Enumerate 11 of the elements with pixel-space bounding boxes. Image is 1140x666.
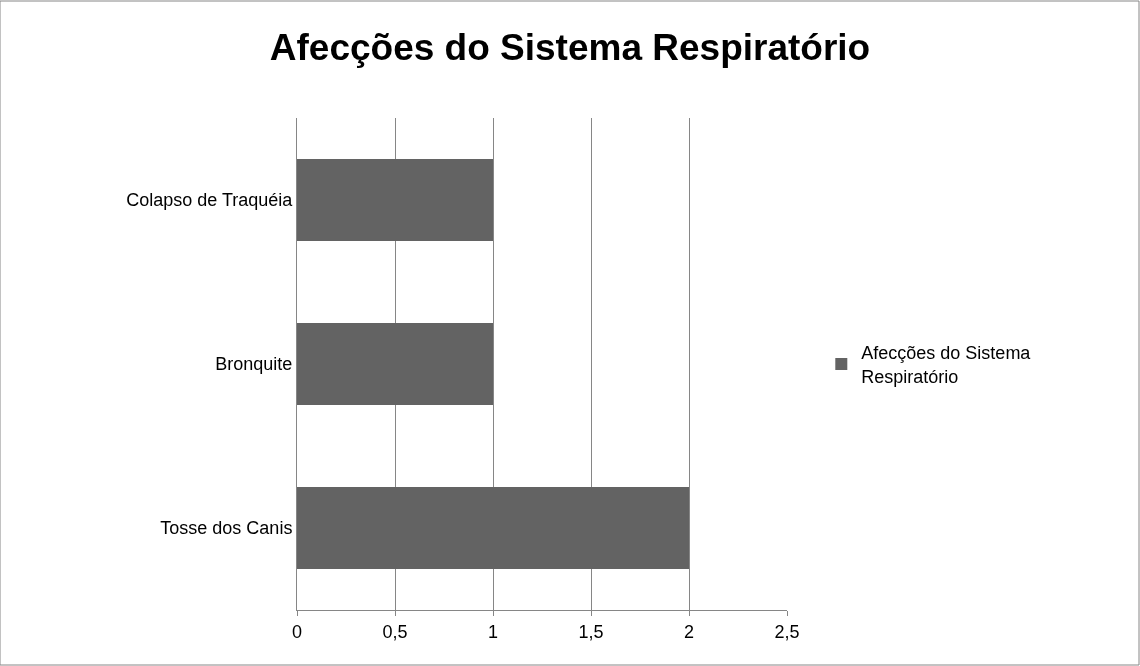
x-tick-label: 1,5: [578, 621, 604, 642]
legend-label: Afecções do Sistema Respiratório: [861, 343, 1032, 387]
y-tick-label: Colapso de Traquéia: [126, 190, 294, 211]
y-tick-label: Bronquite: [215, 354, 293, 375]
x-tick-label: 2,5: [774, 621, 800, 642]
y-tick-label: Tosse dos Canis: [160, 518, 293, 539]
x-tick-label: 0,5: [382, 621, 408, 642]
x-tick-label: 0: [291, 621, 303, 642]
x-tick-label: 2: [683, 621, 695, 642]
x-tick-label: 1: [487, 621, 499, 642]
chart-title: Afecções do Sistema Respiratório: [269, 26, 871, 68]
